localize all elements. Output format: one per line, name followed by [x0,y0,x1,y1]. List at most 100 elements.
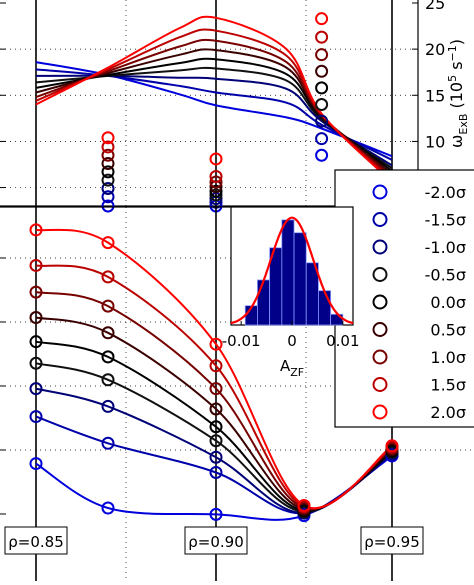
gradient-marker [209,450,223,464]
gradient-marker [29,457,43,471]
gradient-marker [29,356,43,370]
gradient-marker [101,299,115,313]
omega-marker [209,169,223,183]
legend-label: -1.5σ [425,211,466,230]
omega-ylabel-exp: −1 [446,45,459,61]
omega-series-line--1.0σ [35,74,393,167]
omega-series-line-2.0σ [35,15,393,183]
legend-label: 2.0σ [430,403,466,422]
rho-label: ρ=0.85 [8,533,64,551]
gradient-marker [29,410,43,424]
omega-marker [315,30,329,44]
omega-marker [315,114,329,128]
gradient-marker [385,439,399,453]
gradient-marker [29,285,43,299]
omega-marker [101,173,115,187]
gradient-series-line-2.0σ [35,228,393,510]
omega-panel: 5 10 15 20 25 ωExB (105 s−1) [0,0,470,213]
gradient-marker [29,311,43,325]
omega-ylabel-exp5: 5 [446,75,459,82]
histogram-xtick-label: 0 [287,332,297,350]
omega-marker [209,184,223,198]
gradient-marker [101,373,115,387]
legend-marker [372,349,388,365]
omega-marker [101,199,115,213]
legend-marker [372,377,388,392]
histogram-xtick-label: -0.01 [222,332,261,350]
omega-marker [209,175,223,189]
omega-marker [101,181,115,195]
omega-marker [315,98,329,111]
legend-marker [372,267,388,282]
omega-marker [315,132,329,146]
gradient-marker [101,501,115,515]
gradient-marker [101,270,115,284]
omega-ylabel-close: ) [447,39,466,45]
rho-label-box [4,526,68,555]
legend-marker [372,239,388,255]
gradient-marker [209,465,223,479]
azf-histogram-inset: -0.01 0 0.01 AZF [222,206,360,379]
omega-marker [101,165,115,179]
azf-xlabel-sub: ZF [290,366,304,379]
legend-label: 0.0σ [430,293,466,312]
omega-ylabel: ωExB (105 s−1) [446,39,470,148]
omega-marker [315,12,329,26]
omega-ylabel-main: ω [447,135,466,148]
omega-ytick-label: 15 [425,86,445,105]
omega-ytick-label: 10 [425,132,445,151]
gradient-marker [209,337,223,351]
legend: -2.0σ -1.5σ -1.0σ -0.5σ 0.0σ 0.5σ 1.0σ 1.5σ 2.0σ [334,169,474,428]
gradient-marker [101,436,115,450]
legend-marker [372,294,388,310]
gradient-marker [209,507,223,521]
omega-marker [315,148,329,162]
gradient-marker [209,359,223,373]
omega-ylabel-sub: ExB [457,114,470,135]
gradient-marker [29,223,43,237]
gradient-marker [101,326,115,340]
rho-label-box [184,526,248,555]
legend-marker [372,212,388,227]
omega-ytick-label: 20 [425,40,445,59]
gradient-marker [297,498,311,512]
histogram-bar [257,279,271,326]
histogram-xtick-label: 0.01 [326,332,359,350]
gradient-marker [209,434,223,448]
legend-label: -0.5σ [425,266,466,285]
legend-label: 1.5σ [430,376,466,395]
omega-series-line-1.0σ [35,38,393,178]
legend-label: 0.5σ [430,321,466,340]
histogram-bar [318,290,332,326]
omega-marker [101,157,115,171]
azf-xlabel-main: A [280,357,291,375]
omega-marker [209,188,223,202]
gradient-marker [209,420,223,434]
gradient-marker [101,399,115,413]
omega-marker [315,48,329,62]
omega-series-line--1.5σ [35,68,393,161]
legend-label: -2.0σ [425,183,466,202]
omega-ytick-label: 25 [425,0,445,13]
omega-marker [209,152,223,166]
legend-label: -1.0σ [425,238,466,257]
omega-marker [315,81,329,95]
legend-marker [372,322,388,337]
azf-xlabel: AZF [280,357,304,379]
gradient-marker [29,382,43,396]
rho-label: ρ=0.95 [364,533,420,551]
rho-label-box [360,526,424,555]
gradient-marker [209,382,223,396]
gradient-marker [101,350,115,364]
gradient-marker [101,236,115,250]
omega-marker [101,131,115,145]
histogram-bar [293,232,307,326]
omega-marker [101,148,115,162]
omega-marker [315,64,329,78]
histogram-fit-curve [230,216,354,325]
gradient-marker [209,402,223,416]
legend-label: 1.0σ [430,348,466,367]
omega-ylabel-units: (10 [447,82,466,114]
